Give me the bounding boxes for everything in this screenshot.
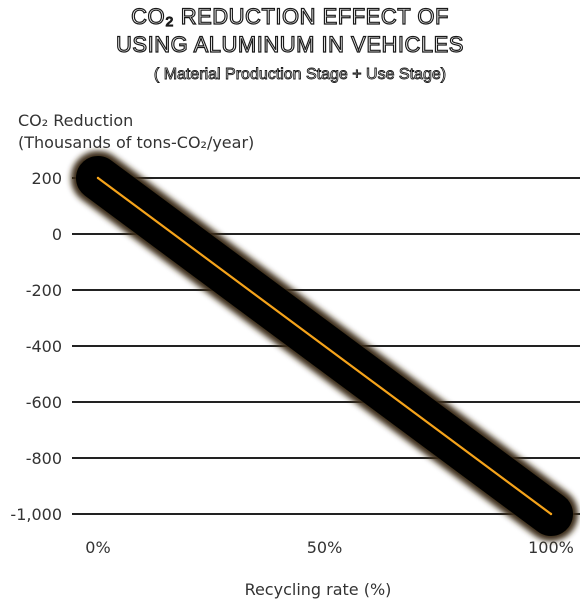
x-tick-label: 100% [528, 538, 574, 557]
x-tick-label: 0% [85, 538, 110, 557]
series-line [96, 176, 553, 516]
series-point [549, 512, 553, 516]
y-tick-label: 0 [52, 225, 62, 244]
y-tick-label: -800 [26, 449, 62, 468]
y-axis-label-line-1: CO₂ Reduction [18, 111, 133, 130]
y-tick-label: -600 [26, 393, 62, 412]
series-point [96, 176, 100, 180]
chart-title-line-2: USING ALUMINUM IN VEHICLES [115, 31, 464, 57]
x-axis-label: Recycling rate (%) [245, 580, 392, 599]
y-tick-label: -1,000 [10, 505, 62, 524]
y-tick-label: 200 [31, 169, 62, 188]
x-tick-label: 50% [307, 538, 343, 557]
chart-subtitle: ( Material Production Stage + Use Stage) [153, 66, 447, 84]
y-axis-label-line-2: (Thousands of tons-CO₂/year) [18, 133, 254, 152]
chart-title-line-1: CO₂ REDUCTION EFFECT OF [130, 3, 449, 29]
y-tick-label: -400 [26, 337, 62, 356]
y-tick-label: -200 [26, 281, 62, 300]
